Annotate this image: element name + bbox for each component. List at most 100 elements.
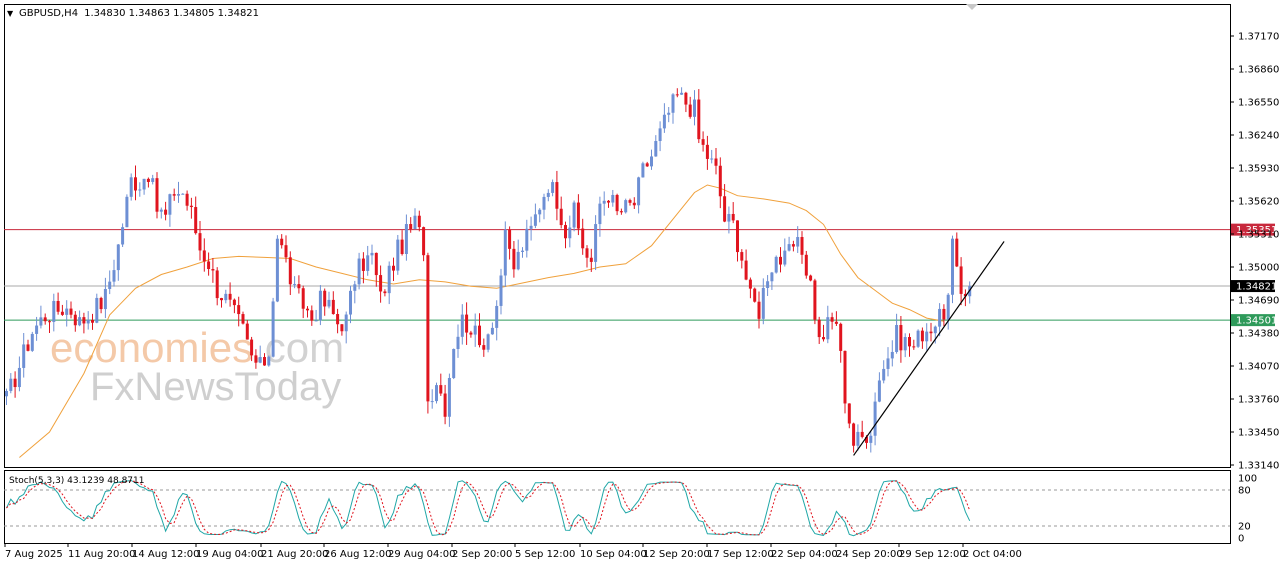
candle-body [598,203,602,225]
candle-body [258,357,262,363]
stoch-tick-label: 80 [1238,486,1251,497]
candle-body [443,393,447,417]
candle-body [108,281,112,289]
current-price-tag-label: 1.34821 [1236,282,1277,293]
candle-body [538,209,542,215]
candle-body [645,163,649,167]
y-tick-label: 1.35000 [1238,263,1279,274]
candle-body [654,141,658,157]
candle-body [615,194,619,212]
candle-body [572,202,576,228]
candle-body [779,256,782,265]
candle-body [757,301,761,319]
candle-body [271,301,275,357]
candle-body [361,258,365,271]
candle-body [619,211,623,213]
candle-body [551,182,555,193]
candle-body [865,436,868,443]
candle-body [185,193,189,206]
candle-body [73,314,77,326]
candle-body [843,350,847,404]
candle-body [392,265,395,271]
y-tick-label: 1.33450 [1238,428,1279,439]
resistance-level-tag [1231,223,1275,236]
candle-body [791,244,795,247]
stochastic-plot-area [4,470,1231,544]
candle-body [417,215,421,228]
candle-body [933,326,937,334]
watermark-brand: economies [50,324,253,371]
current-price-tag [1231,280,1275,293]
candle-body [512,248,516,270]
y-tick-label: 1.34380 [1238,329,1279,340]
candle-body [112,270,116,282]
candle-body [662,114,666,129]
stoch-tick-label: 0 [1238,534,1244,545]
x-tick-label: 22 Sep 04:00 [771,549,838,560]
candle-body [624,200,628,213]
candle-body [349,290,352,315]
candle-body [482,345,486,350]
candle-body [671,94,675,113]
candle-body [340,324,344,332]
candle-body [533,214,537,226]
x-tick-label: 21 Aug 20:00 [261,549,328,560]
candle-body [374,252,378,276]
candle-body [869,435,873,443]
candle-body [581,228,585,249]
candle-body [576,202,580,229]
candle-body [43,317,47,322]
candle-body [589,257,593,262]
candle-body [650,156,653,167]
x-tick-label: 24 Sep 20:00 [836,549,903,560]
x-tick-label: 5 Sep 12:00 [515,549,575,560]
candle-body [30,333,34,351]
candle-body [766,281,770,288]
candle-body [422,227,426,256]
candle-body [817,319,821,338]
candle-body [959,266,963,294]
candle-body [465,314,469,333]
y-tick-label: 1.35310 [1238,230,1279,241]
candle-body [439,385,443,394]
candle-body [426,255,430,402]
candle-body [847,403,851,424]
candle-body [503,229,507,276]
candle-body [78,317,82,326]
candle-body [116,244,120,271]
y-tick-label: 1.34070 [1238,362,1279,373]
candle-body [895,325,899,352]
candle-body [632,202,636,206]
candle-body [546,192,550,197]
main-plot-area [4,4,1231,468]
candle-body [826,317,830,340]
dropdown-arrow-icon[interactable]: ▼ [7,9,14,18]
candle-body [69,308,73,315]
candle-body [17,367,21,388]
candle-body [301,288,305,309]
candle-body [800,237,804,255]
candle-body [245,323,249,340]
candle-body [121,227,125,245]
candle-body [675,94,679,96]
candle-body [697,99,701,140]
candle-body [310,310,314,321]
candle-body [293,284,297,286]
candle-body [215,270,219,299]
chart-shift-icon[interactable] [966,4,978,10]
y-tick-label: 1.34690 [1238,296,1279,307]
candle-body [542,196,546,210]
candle-body [172,194,176,196]
x-tick-label: 2 Oct 04:00 [963,549,1022,560]
candle-body [207,261,211,270]
candle-body [903,337,907,351]
candle-body [951,238,954,295]
ohlc-values: 1.34830 1.34863 1.34805 1.34821 [84,8,259,19]
candle-body [628,200,632,203]
candle-body [963,293,967,297]
x-tick-label: 2 Sep 20:00 [452,549,512,560]
candle-body [430,401,434,403]
candle-body [409,224,413,229]
candle-body [714,158,718,166]
